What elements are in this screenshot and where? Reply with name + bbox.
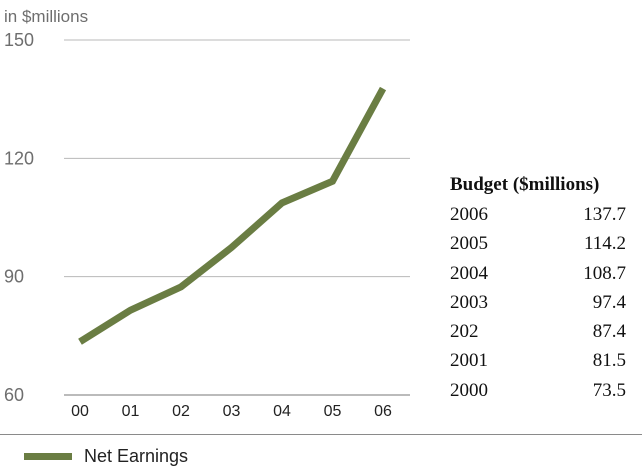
series-line-net-earnings [78, 86, 387, 345]
budget-year: 2001 [450, 350, 488, 372]
gridlines [64, 39, 410, 396]
x-tick-labels: 00 01 02 03 04 05 06 [71, 403, 392, 420]
legend: Net Earnings [24, 446, 188, 467]
budget-table: Budget ($millions) 2006 137.7 2005 114.2 200… [450, 170, 632, 405]
budget-year: 2005 [450, 233, 488, 255]
budget-table-row: 202 87.4 [450, 317, 632, 346]
budget-year: 202 [450, 321, 479, 343]
budget-value: 87.4 [592, 321, 626, 343]
series-layer [78, 86, 387, 345]
y-tick-label: 90 [4, 267, 24, 287]
y-tick-label: 120 [4, 148, 34, 168]
x-tick-label: 03 [223, 403, 241, 420]
y-tick-labels: 60 90 120 150 [4, 30, 34, 405]
budget-year: 2006 [450, 204, 488, 225]
x-tick-label: 02 [172, 403, 190, 420]
y-tick-label: 60 [4, 385, 24, 405]
budget-table-row: 2001 81.5 [450, 346, 632, 375]
x-tick-label: 05 [324, 403, 342, 420]
budget-table-row: 2005 114.2 [450, 229, 632, 258]
budget-table-title: Budget ($millions) [450, 174, 600, 195]
budget-value: 73.5 [592, 379, 626, 401]
y-unit-label: in $millions [4, 7, 88, 26]
legend-label: Net Earnings [84, 446, 189, 466]
budget-value: 81.5 [592, 350, 626, 372]
budget-value: 108.7 [583, 262, 626, 284]
budget-value: 137.7 [583, 204, 626, 225]
budget-table-row: 2004 108.7 [450, 259, 632, 288]
budget-table-row: 2003 97.4 [450, 288, 632, 317]
y-tick-label: 150 [4, 30, 34, 50]
legend-divider [0, 434, 642, 435]
x-tick-label: 01 [122, 403, 140, 420]
budget-year: 2000 [450, 379, 488, 401]
budget-year: 2003 [450, 291, 488, 313]
budget-value: 97.4 [592, 291, 626, 313]
budget-table-row: 2000 73.5 [450, 376, 632, 405]
x-tick-label: 04 [273, 403, 291, 420]
budget-table-rows: 2006 137.7 2005 114.2 2004 108.7 2003 97.4 202 87… [450, 200, 632, 405]
budget-year: 2004 [450, 262, 488, 284]
budget-table-row: 2006 137.7 [450, 200, 632, 229]
x-tick-label: 06 [374, 403, 392, 420]
x-tick-label: 00 [71, 403, 89, 420]
line-chart: in $millions 60 90 120 150 00 01 02 03 04 05 06 [4, 7, 410, 420]
legend-swatch [24, 453, 72, 460]
budget-value: 114.2 [583, 233, 626, 255]
